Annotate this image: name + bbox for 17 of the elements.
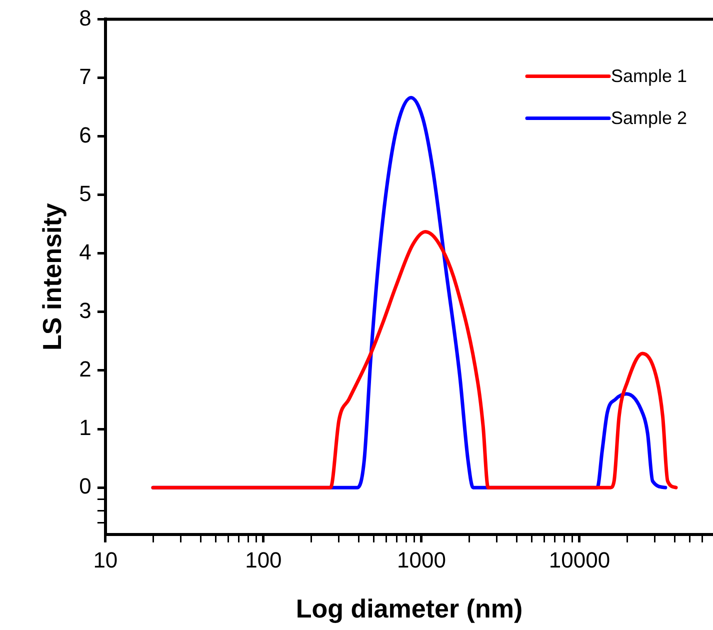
y-tick-label: 5 [79,180,92,206]
y-tick-label: 6 [79,122,92,148]
legend-label: Sample 2 [611,108,688,128]
y-tick-label: 2 [79,356,92,382]
legend-label: Sample 1 [611,66,688,86]
y-axis-title: LS intensity [36,202,67,350]
y-tick-label: 1 [79,415,92,440]
x-tick-label: 100 [245,548,282,573]
x-tick-label: 1000 [396,548,446,573]
y-tick-label: 0 [79,474,92,499]
y-tick-label: 8 [79,5,92,30]
y-tick-label: 7 [79,64,92,89]
x-tick-label: 10000 [548,548,610,573]
y-tick-label: 4 [79,239,92,264]
y-tick-label: 3 [79,298,92,323]
x-tick-label: 10 [93,548,118,573]
x-axis-title: Log diameter (nm) [296,594,523,624]
